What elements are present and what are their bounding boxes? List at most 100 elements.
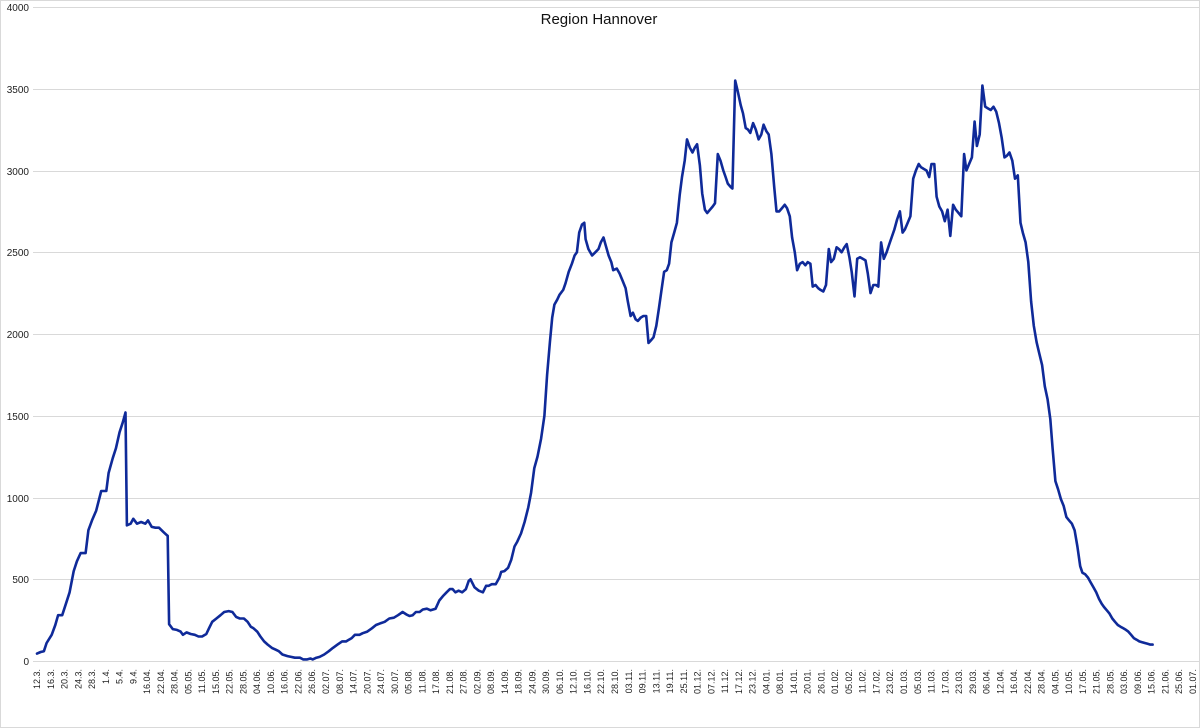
x-tick-label: 28.05. [1105, 669, 1115, 694]
x-tick-label: 22.06. [294, 669, 304, 694]
x-tick-label: 11.12. [720, 669, 730, 693]
x-tick-label: 11.05. [197, 669, 207, 693]
x-tick-label: 22.05. [225, 669, 235, 694]
x-tick-label: 28.04. [170, 669, 180, 694]
x-tick-label: 23.02. [885, 669, 895, 694]
x-tick-label: 28.10. [610, 669, 620, 694]
x-tick-label: 19.11. [665, 669, 675, 693]
x-tick-label: 08.01. [775, 669, 785, 694]
x-tick-label: 22.10. [596, 669, 606, 694]
chart-title: Region Hannover [541, 11, 658, 28]
x-tick-label: 05.08. [404, 669, 414, 694]
gridlines [33, 7, 1199, 662]
x-tick-label: 05.02. [844, 669, 854, 694]
y-tick-label: 3000 [7, 167, 30, 178]
x-tick-label: 02.09. [472, 669, 482, 694]
x-tick-label: 12.10. [569, 669, 579, 694]
x-tick-label: 9.4. [128, 669, 138, 684]
x-tick-label: 14.09. [500, 669, 510, 694]
y-axis: 0 500 1000 1500 2000 2500 3000 3500 4000 [7, 3, 30, 668]
x-tick-label: 18.09. [514, 669, 524, 694]
x-tick-label: 16.3. [46, 669, 56, 689]
x-tick-label: 11.03. [927, 669, 937, 693]
y-tick-label: 500 [12, 575, 29, 586]
y-tick-label: 3500 [7, 85, 30, 96]
x-tick-label: 16.06. [280, 669, 290, 694]
x-tick-label: 06.10. [555, 669, 565, 694]
x-tick-label: 10.05. [1064, 669, 1074, 694]
y-tick-label: 2500 [7, 248, 30, 259]
x-tick-label: 08.07. [335, 669, 345, 694]
x-tick-label: 09.06. [1133, 669, 1143, 694]
x-tick-label: 23.03. [954, 669, 964, 694]
x-tick-label: 08.09. [486, 669, 496, 694]
x-tick-label: 21.08. [445, 669, 455, 694]
x-tick-label: 06.04. [982, 669, 992, 694]
x-tick-label: 15.06. [1147, 669, 1157, 694]
x-tick-label: 26.06. [307, 669, 317, 694]
x-tick-label: 21.05. [1092, 669, 1102, 694]
x-tick-label: 21.06. [1161, 669, 1171, 694]
x-tick-label: 11.08. [417, 669, 427, 693]
x-tick-label: 04.06. [252, 669, 262, 694]
series-layer [35, 79, 1154, 661]
x-tick-label: 05.05. [183, 669, 193, 694]
x-tick-label: 11.02. [858, 669, 868, 693]
y-tick-label: 1500 [7, 412, 30, 423]
x-tick-label: 12.04. [995, 669, 1005, 694]
y-tick-label: 4000 [7, 3, 30, 14]
y-tick-label: 1000 [7, 494, 30, 505]
x-tick-label: 28.05. [238, 669, 248, 694]
y-tick-label: 0 [23, 657, 29, 668]
x-tick-label: 28.04. [1037, 669, 1047, 694]
x-tick-label: 17.08. [431, 669, 441, 694]
x-tick-label: 03.06. [1119, 669, 1129, 694]
x-tick-label: 12.3. [32, 669, 42, 689]
x-tick-label: 09.11. [638, 669, 648, 693]
x-tick-label: 24.09. [527, 669, 537, 694]
x-tick-label: 20.07. [362, 669, 372, 694]
x-tick-label: 13.11. [651, 669, 661, 693]
x-axis: 12.3. 16.3. 20.3. 24.3. 28.3. 1.4. 5.4. 9.4. 16.… [32, 669, 1198, 694]
x-tick-label: 30.09. [541, 669, 551, 694]
x-tick-label: 30.07. [390, 669, 400, 694]
x-tick-label: 28.3. [87, 669, 97, 689]
x-tick-label: 01.03. [899, 669, 909, 694]
x-tick-label: 20.01. [803, 669, 813, 694]
x-tick-label: 20.3. [60, 669, 70, 689]
x-tick-label: 26.01. [816, 669, 826, 694]
x-tick-label: 24.07. [376, 669, 386, 694]
x-tick-label: 07.12. [706, 669, 716, 694]
x-tick-label: 01.12. [693, 669, 703, 694]
x-tick-label: 10.06. [266, 669, 276, 694]
x-tick-label: 17.03. [940, 669, 950, 694]
x-tick-label: 01.02. [830, 669, 840, 694]
x-tick-label: 25.06. [1174, 669, 1184, 694]
x-tick-label: 22.04. [1023, 669, 1033, 694]
x-tick-label: 03.11. [624, 669, 634, 693]
x-tick-label: 14.07. [349, 669, 359, 694]
x-tick-label: 1.4. [101, 669, 111, 684]
x-tick-label: 17.05. [1078, 669, 1088, 694]
x-tick-label: 05.03. [913, 669, 923, 694]
x-tick-label: 17.12. [734, 669, 744, 694]
x-tick-label: 02.07. [321, 669, 331, 694]
x-tick-label: 24.3. [73, 669, 83, 689]
x-tick-label: 16.04. [142, 669, 152, 694]
x-tick-label: 29.03. [968, 669, 978, 694]
x-tick-label: 14.01. [789, 669, 799, 694]
x-tick-label: 17.02. [872, 669, 882, 694]
x-tick-label: 5.4. [115, 669, 125, 684]
y-tick-label: 2000 [7, 330, 30, 341]
x-tick-label: 27.08. [459, 669, 469, 694]
x-tick-label: 25.11. [679, 669, 689, 693]
series-line [35, 79, 1154, 661]
x-tick-label: 23.12. [748, 669, 758, 694]
x-tick-label: 16.04. [1009, 669, 1019, 694]
x-tick-label: 16.10. [583, 669, 593, 694]
x-tick-label: 04.05. [1050, 669, 1060, 694]
x-tick-label: 15.05. [211, 669, 221, 694]
x-tick-label: 22.04. [156, 669, 166, 694]
